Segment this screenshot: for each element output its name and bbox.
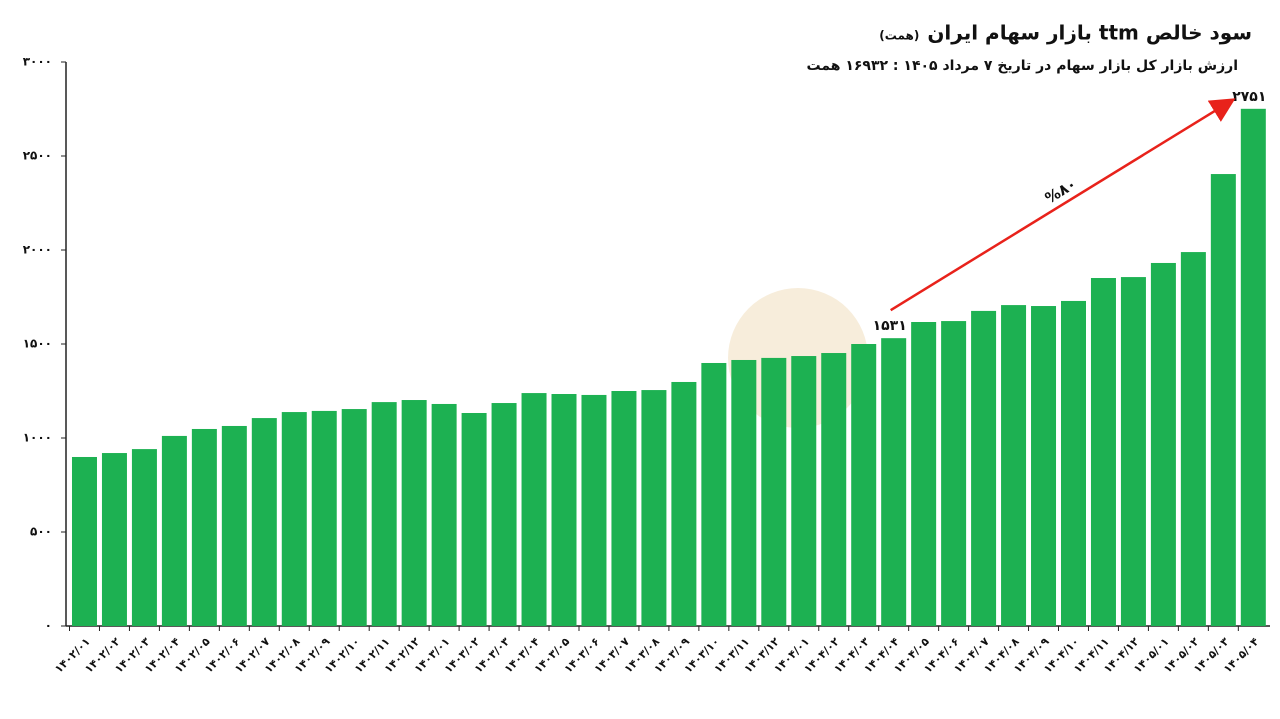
bar <box>71 456 97 626</box>
bar <box>851 344 877 626</box>
bar <box>461 412 487 626</box>
bar <box>761 357 787 626</box>
bar <box>731 359 757 626</box>
value-label: ۱۵۳۱ <box>873 318 907 334</box>
bar <box>701 362 727 626</box>
bar <box>251 418 277 626</box>
bar <box>161 435 187 626</box>
bar <box>521 393 547 626</box>
growth-arrow <box>890 98 1236 312</box>
bar <box>371 402 397 626</box>
y-tick-label: ۳۰۰۰ <box>23 55 52 69</box>
bar <box>341 409 367 626</box>
y-tick-label: ۱۵۰۰ <box>23 337 52 351</box>
bar <box>551 394 577 626</box>
bar <box>491 403 517 626</box>
bar <box>431 403 457 626</box>
bar <box>1120 277 1146 626</box>
bar <box>281 412 307 626</box>
bar <box>1210 174 1236 626</box>
bar <box>101 453 127 626</box>
bar <box>1090 278 1116 626</box>
bar <box>911 322 937 626</box>
bar <box>881 338 907 626</box>
y-tick-label: ۱۰۰۰ <box>23 431 52 445</box>
bar <box>821 353 847 626</box>
y-tick-label: ۰ <box>45 619 52 633</box>
bar <box>671 381 697 626</box>
bar <box>1031 306 1057 626</box>
value-label: ۲۷۵۱ <box>1232 89 1266 105</box>
bar <box>1060 300 1086 626</box>
bar <box>191 428 217 626</box>
bar <box>1150 262 1176 626</box>
chart-title: سود خالص ttm بازار سهام ایران <box>927 21 1252 45</box>
bar <box>941 321 967 626</box>
bar <box>311 410 337 626</box>
bar <box>791 356 817 626</box>
title-unit: (همت) <box>879 29 919 43</box>
bar <box>611 391 637 626</box>
bar <box>131 449 157 626</box>
bar <box>971 310 997 626</box>
y-tick-label: ۲۵۰۰ <box>23 149 52 163</box>
bar <box>221 425 247 626</box>
annotation: %۸۰ <box>1042 175 1080 208</box>
y-tick-label: ۵۰۰ <box>30 525 52 539</box>
bar <box>581 394 607 626</box>
bar <box>1180 252 1206 626</box>
chart-subtitle: ارزش بازار کل بازار سهام در تاریخ ۷ مردا… <box>807 58 1238 74</box>
bar <box>1240 108 1266 626</box>
bar <box>1001 305 1027 626</box>
bar <box>401 400 427 626</box>
y-tick-label: ۲۰۰۰ <box>23 243 52 257</box>
bar <box>641 390 667 626</box>
